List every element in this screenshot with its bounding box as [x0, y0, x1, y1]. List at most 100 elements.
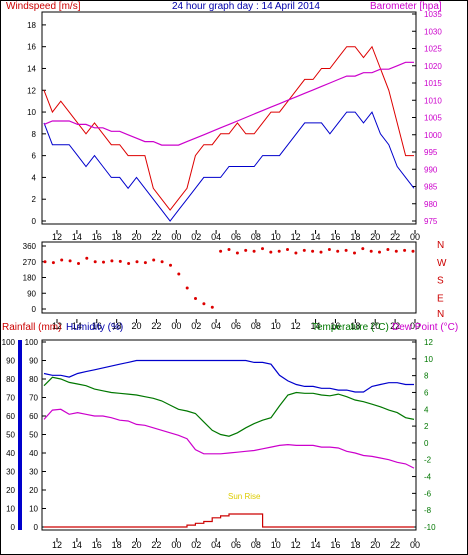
x-tick-label: 20	[132, 540, 142, 550]
wind-y-tick-label: 12	[27, 86, 36, 95]
dir-point	[169, 263, 172, 267]
dir-point	[118, 259, 122, 263]
x-tick-label: 04	[211, 321, 221, 331]
dir-point	[202, 302, 206, 306]
dir-point	[51, 261, 55, 265]
dir-y-tick-label: 0	[32, 305, 37, 314]
hum-y-tick-label: 60	[29, 412, 38, 421]
temp-y-tick-label: 4	[424, 405, 429, 414]
temp-y-tick-label: -8	[424, 506, 432, 515]
wind-y-tick-label: 0	[32, 217, 37, 226]
series-temperature	[43, 376, 415, 437]
dew-axis-label: Dew Point (°C)	[392, 322, 458, 333]
hum-y-tick-label: 40	[29, 449, 38, 458]
dir-point	[219, 249, 223, 253]
x-tick-label: 12	[291, 540, 301, 550]
x-tick-label: 18	[350, 321, 360, 331]
baro-y-tick-label: 1025	[424, 45, 442, 54]
x-tick-label: 22	[151, 321, 161, 331]
series-rainfall	[44, 513, 414, 528]
x-tick-label: 22	[390, 540, 400, 550]
baro-y-tick-label: 1035	[424, 10, 442, 19]
x-tick-label: 04	[211, 540, 221, 550]
panel-wind-frame	[41, 11, 417, 225]
dir-point	[311, 249, 315, 253]
dir-y-tick-label: 360	[23, 242, 37, 251]
x-tick-label: 22	[151, 540, 161, 550]
hum-y-tick-label: 80	[29, 375, 38, 384]
x-tick-label: 16	[92, 321, 102, 331]
x-tick-label: 14	[311, 321, 321, 331]
dir-y-tick-label: 270	[23, 258, 37, 267]
x-tick-label: 22	[390, 321, 400, 331]
rain-y-tick-label: 70	[6, 394, 15, 403]
wind-y-tick-label: 14	[27, 64, 36, 73]
dir-point	[244, 248, 248, 252]
dir-point	[369, 249, 373, 253]
dir-point	[135, 260, 139, 264]
dir-point	[160, 260, 164, 264]
temp-y-tick-label: -4	[424, 473, 432, 482]
dir-point	[185, 286, 189, 290]
wind-series-1	[43, 111, 415, 222]
baro-y-tick-label: 975	[424, 217, 438, 226]
wind-y-tick-label: 10	[27, 108, 36, 117]
rain-axis-bar	[18, 340, 22, 530]
baro-y-tick-label: 1020	[424, 62, 442, 71]
x-tick-label: 16	[92, 540, 102, 550]
x-tick-label: 08	[251, 321, 261, 331]
dir-point	[68, 259, 72, 263]
dir-point	[361, 247, 365, 251]
baro-y-tick-label: 1000	[424, 131, 442, 140]
dir-point	[353, 251, 356, 255]
wind-y-tick-label: 8	[32, 130, 37, 139]
rain-y-tick-label: 60	[6, 412, 15, 421]
dir-point	[269, 250, 273, 254]
temp-y-tick-label: 0	[424, 439, 429, 448]
x-tick-label: 06	[231, 321, 241, 331]
dir-point	[110, 259, 114, 263]
x-tick-label: 14	[72, 540, 82, 550]
rain-y-tick-label: 50	[6, 431, 15, 440]
dir-compass-label: N	[437, 309, 444, 320]
x-tick-label: 12	[52, 540, 62, 550]
rain-y-tick-label: 80	[6, 375, 15, 384]
wind-y-tick-label: 18	[27, 21, 36, 30]
rain-y-tick-label: 100	[2, 338, 16, 347]
dir-point	[403, 248, 407, 252]
dir-point	[252, 249, 256, 253]
dir-point	[411, 249, 415, 253]
rain-y-tick-label: 10	[6, 505, 15, 514]
humidity-axis-label: Humidity (%)	[66, 322, 123, 333]
temp-y-tick-label: -6	[424, 489, 432, 498]
dir-point	[378, 250, 381, 254]
x-tick-label: 00	[410, 232, 420, 242]
x-tick-label: 10	[271, 540, 281, 550]
x-tick-label: 18	[350, 232, 360, 242]
temp-y-tick-label: 10	[424, 355, 433, 364]
dir-point	[277, 249, 281, 253]
wind-series-2	[43, 61, 414, 146]
panel-dir-frame	[41, 241, 417, 314]
x-tick-label: 18	[350, 540, 360, 550]
dir-point	[102, 260, 105, 264]
dir-point	[93, 260, 97, 264]
wind-y-tick-label: 4	[32, 173, 37, 182]
x-tick-label: 00	[410, 540, 420, 550]
x-tick-label: 20	[370, 540, 380, 550]
panel-hum-frame	[41, 339, 417, 531]
x-tick-label: 20	[370, 232, 380, 242]
dir-point	[261, 247, 264, 251]
x-tick-label: 08	[251, 540, 261, 550]
dir-point	[286, 248, 289, 251]
dir-point	[210, 305, 214, 309]
hum-y-tick-label: 30	[29, 468, 38, 477]
dir-point	[344, 248, 348, 252]
hum-y-tick-label: 10	[29, 505, 38, 514]
dir-compass-label: W	[437, 258, 447, 269]
x-tick-label: 12	[52, 321, 62, 331]
x-tick-label: 14	[72, 232, 82, 242]
dir-compass-label: N	[437, 240, 444, 251]
temp-y-tick-label: -10	[424, 523, 436, 532]
